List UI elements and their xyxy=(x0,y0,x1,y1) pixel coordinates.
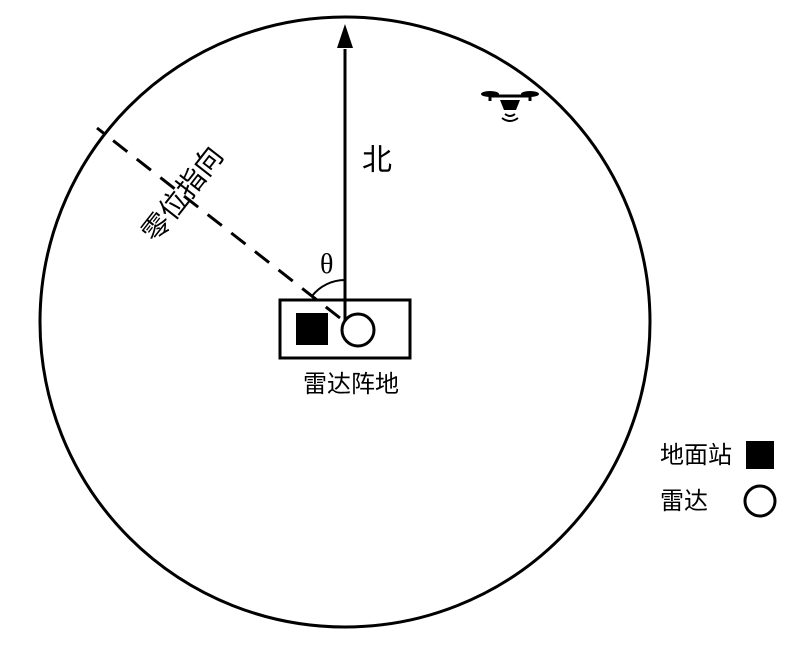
theta-arc xyxy=(312,280,345,296)
north-label: 北 xyxy=(362,144,392,177)
legend-square-icon xyxy=(746,441,774,469)
legend-label: 地面站 xyxy=(660,442,732,469)
north-arrow-head xyxy=(337,24,353,48)
legend-label: 雷达 xyxy=(660,488,708,515)
drone-icon xyxy=(481,91,539,121)
zero-reference-label: 零位指向 xyxy=(136,140,230,248)
ground-station-marker xyxy=(296,313,328,345)
diagram-svg: 地面站雷达 北 θ 雷达阵地 零位指向 xyxy=(0,0,802,649)
legend-circle-icon xyxy=(745,486,775,516)
theta-label: θ xyxy=(320,249,333,280)
radar-marker xyxy=(342,314,374,346)
radar-site-label: 雷达阵地 xyxy=(303,371,399,398)
diagram-canvas: 地面站雷达 北 θ 雷达阵地 零位指向 xyxy=(0,0,802,649)
